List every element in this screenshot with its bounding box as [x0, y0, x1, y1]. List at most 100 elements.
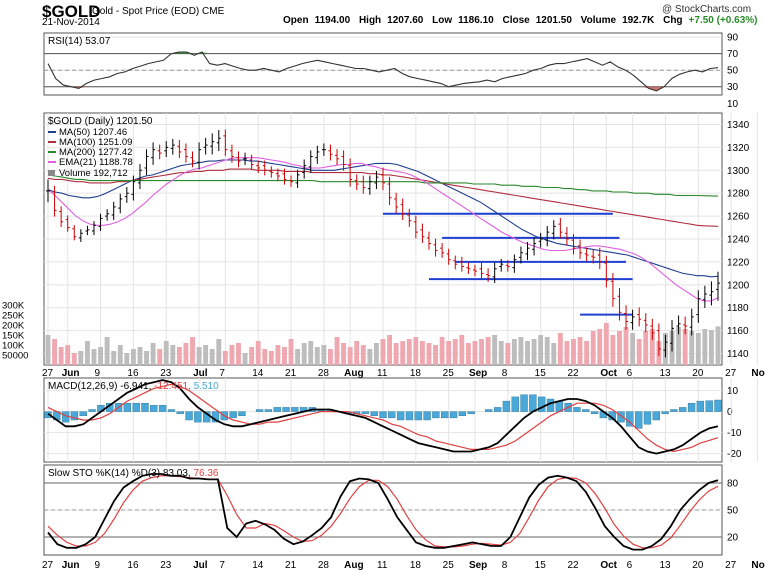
macd-histogram-bar — [449, 411, 458, 419]
chg-label: Chg — [663, 15, 683, 26]
volume-bar — [91, 349, 97, 365]
volume-bar — [130, 349, 136, 365]
volume-bar — [544, 337, 550, 365]
x-tick-label: 14 — [252, 368, 264, 379]
macd-histogram-bar — [141, 403, 149, 412]
x-tick-label-bottom: Oct — [600, 560, 617, 570]
volume-bar — [380, 339, 386, 365]
macd-histogram-bar — [590, 411, 599, 414]
macd-histogram-bar — [617, 411, 625, 423]
volume-bar — [715, 326, 721, 365]
macd-histogram-bar — [520, 394, 528, 412]
volume-bar — [203, 345, 209, 365]
macd-histogram-bar — [361, 411, 370, 414]
volume-bar — [71, 353, 77, 365]
symbol-name: Gold - Spot Price (EOD) CME — [92, 6, 224, 17]
sto-d-line — [47, 475, 719, 549]
macd-histogram-bar — [273, 407, 281, 412]
chg-value: +7.50 (+0.63%) — [688, 15, 758, 26]
x-tick-label: Aug — [344, 368, 363, 379]
volume-bar — [597, 329, 603, 365]
volume-bar — [328, 349, 333, 365]
macd-histogram-bar — [652, 411, 660, 421]
x-tick-label-bottom: Aug — [344, 560, 363, 570]
volume-bar — [150, 343, 156, 365]
volume-bar — [479, 339, 484, 365]
macd-histogram-bar — [132, 403, 140, 412]
rsi-fill-lo — [48, 86, 718, 91]
volume-bar — [190, 337, 195, 365]
rsi-axis-tick-label: 70 — [727, 49, 739, 60]
volume-bar — [98, 347, 103, 365]
volume-bar — [163, 341, 169, 365]
rsi-axis-tick-label: 30 — [727, 82, 739, 93]
exchange-text: CME — [202, 6, 225, 17]
x-tick-label-bottom: Jul — [193, 560, 208, 570]
sto-title-main: Slow STO %K(14) %D(3) — [48, 468, 160, 479]
macd-title-value: 5.510 — [191, 381, 219, 392]
macd-signal-line — [47, 383, 719, 453]
volume-bar — [603, 323, 609, 365]
volume-bar — [413, 337, 419, 365]
volume-bar — [426, 343, 432, 365]
volume-bar — [321, 345, 327, 365]
macd-axis-tick-label: 10 — [727, 386, 739, 397]
volume-bar — [301, 343, 307, 365]
x-tick-label-bottom: 9 — [95, 560, 101, 570]
macd-histogram-bar — [670, 409, 678, 412]
volume-label: Volume — [580, 15, 617, 26]
volume-bar — [525, 341, 530, 365]
volume-bar — [452, 339, 458, 365]
x-tick-label: 20 — [692, 368, 704, 379]
volume-bar — [373, 343, 379, 365]
volume-bar — [295, 349, 301, 365]
macd-histogram-bar — [423, 411, 431, 421]
low-value: 1186.10 — [458, 15, 494, 26]
x-tick-label-bottom: 28 — [318, 560, 330, 570]
macd-histogram-bar — [158, 405, 167, 412]
volume-bar — [590, 331, 596, 365]
x-tick-label-bottom: Jun — [62, 560, 80, 570]
volume-bar — [334, 337, 340, 365]
volume-bar — [433, 345, 438, 365]
macd-histogram-bar — [696, 400, 705, 412]
legend-label: MA(200) 1277.42 — [59, 147, 132, 158]
volume-bar — [571, 339, 576, 365]
macd-histogram-bar — [70, 411, 79, 421]
macd-histogram-bar — [634, 411, 643, 429]
volume-bar — [538, 335, 544, 365]
high-value: 1207.60 — [387, 15, 424, 26]
x-tick-label-bottom: 11 — [377, 560, 388, 570]
x-tick-label: 25 — [443, 368, 455, 379]
rsi-axis-tick-label: 50 — [727, 66, 739, 77]
macd-histogram-bar — [282, 407, 290, 412]
x-tick-label: Jul — [193, 368, 208, 379]
x-tick-label: 27 — [725, 368, 737, 379]
volume-bar — [511, 339, 517, 365]
price-axis-tick-label: 1280 — [727, 189, 750, 200]
x-tick-label: 23 — [160, 368, 172, 379]
volume-bar — [275, 345, 281, 365]
rsi-title: RSI(14) 53.07 — [48, 36, 111, 47]
price-axis-tick-label: 1140 — [727, 349, 749, 360]
volume-bar — [623, 327, 629, 365]
x-tick-label: 27 — [42, 368, 54, 379]
macd-histogram-bar — [238, 411, 246, 417]
macd-histogram-bar — [529, 394, 537, 412]
rsi-fill-hi — [48, 52, 718, 54]
macd-histogram-bar — [194, 411, 202, 423]
price-title: $GOLD (Daily) 1201.50 — [48, 116, 153, 127]
volume-bar — [216, 339, 222, 365]
volume-bar — [610, 335, 616, 365]
macd-histogram-bar — [176, 411, 184, 414]
volume-bar — [649, 329, 655, 365]
volume-bar — [367, 349, 373, 365]
macd-histogram-bar — [167, 409, 176, 412]
volume-bar — [117, 345, 123, 365]
x-tick-label: Oct — [600, 368, 617, 379]
volume-bar — [52, 339, 58, 365]
volume-bar — [557, 333, 563, 365]
x-tick-label-bottom: 27 — [725, 560, 737, 570]
ohlc-bar: Open 1194.00 High 1207.60 Low 1186.10 Close… — [283, 15, 763, 26]
